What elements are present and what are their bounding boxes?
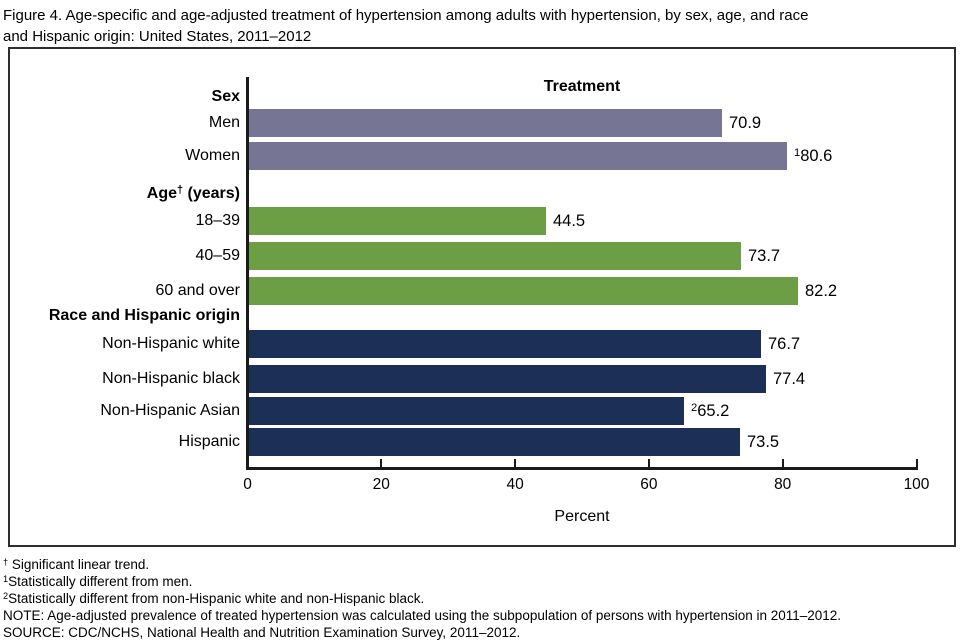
bar-women (249, 142, 787, 170)
value-label-non-hispanic-white: 76.7 (768, 335, 801, 353)
superscript-marker: † (3, 556, 9, 567)
footnotes: † Significant linear trend. 1Statisticall… (3, 556, 953, 641)
bar-non-hispanic-white (249, 330, 761, 358)
category-label-18-39: 18–39 (195, 212, 241, 229)
figure-title: Figure 4. Age-specific and age-adjusted … (3, 5, 955, 47)
value-label-non-hispanic-black: 77.4 (773, 370, 806, 388)
bar-men (249, 109, 722, 137)
x-axis-tick-20 (380, 459, 383, 467)
x-axis-tick-80 (781, 459, 784, 467)
value-label-40-59: 73.7 (748, 247, 781, 265)
superscript-marker: 1 (3, 573, 9, 584)
x-axis-tick-label-80: 80 (774, 476, 792, 493)
x-axis-tick-label-40: 40 (506, 476, 524, 493)
bar-non-hispanic-black (249, 365, 766, 393)
category-label-women: Women (185, 147, 240, 164)
bar-60-and-over (249, 277, 798, 305)
category-label-hispanic: Hispanic (178, 433, 240, 450)
footnote-4: NOTE: Age-adjusted prevalence of treated… (3, 608, 842, 623)
category-label-non-hispanic-black: Non-Hispanic black (102, 370, 240, 387)
category-label-men: Men (208, 114, 240, 131)
x-axis-tick-100 (915, 459, 918, 467)
bar-hispanic (249, 428, 740, 456)
x-axis-tick-label-60: 60 (640, 476, 658, 493)
value-label-men: 70.9 (729, 114, 762, 132)
category-label-60-and-over: 60 and over (155, 282, 240, 299)
footnote-3: 2Statistically different from non-Hispan… (3, 590, 425, 606)
x-axis-line (246, 467, 918, 470)
group-header-sex: Sex (211, 88, 240, 105)
y-axis-line (246, 77, 249, 470)
footnote-2: 1Statistically different from men. (3, 573, 193, 589)
value-label-60-and-over: 82.2 (805, 282, 838, 300)
bar-40-59 (249, 242, 741, 270)
x-axis-tick-label-0: 0 (243, 476, 252, 493)
bar-non-hispanic-asian (249, 397, 684, 425)
superscript-marker: 1 (794, 146, 801, 159)
figure-title-line1: Figure 4. Age-specific and age-adjusted … (3, 7, 809, 24)
superscript-marker: 2 (3, 590, 9, 601)
footnote-1: † Significant linear trend. (3, 556, 150, 572)
category-label-non-hispanic-asian: Non-Hispanic Asian (100, 402, 240, 419)
group-header-race-and-hispanic-origin: Race and Hispanic origin (48, 307, 240, 324)
value-label-non-hispanic-asian: 265.2 (691, 401, 730, 420)
group-header-age: Age† (years) (146, 184, 240, 202)
value-label-18-39: 44.5 (553, 212, 586, 230)
x-axis-tick-60 (647, 459, 650, 467)
x-axis-tick-label-20: 20 (372, 476, 390, 493)
chart-panel: Treatment Percent Sex Men 70.9 Women 180.6 Ag… (8, 47, 956, 547)
category-label-non-hispanic-white: Non-Hispanic white (102, 335, 240, 352)
superscript-marker: 2 (691, 401, 698, 414)
x-axis-tick-label-100: 100 (903, 476, 930, 493)
category-label-40-59: 40–59 (195, 247, 241, 264)
figure-title-line2: and Hispanic origin: United States, 2011… (3, 28, 312, 45)
value-label-hispanic: 73.5 (747, 433, 780, 451)
panel-title: Treatment (543, 78, 621, 95)
footnote-5: SOURCE: CDC/NCHS, National Health and Nu… (3, 625, 521, 640)
superscript-marker: † (177, 184, 184, 197)
x-axis-label: Percent (554, 508, 610, 525)
value-label-women: 180.6 (794, 146, 833, 165)
bar-18-39 (249, 207, 546, 235)
x-axis-tick-40 (514, 459, 517, 467)
